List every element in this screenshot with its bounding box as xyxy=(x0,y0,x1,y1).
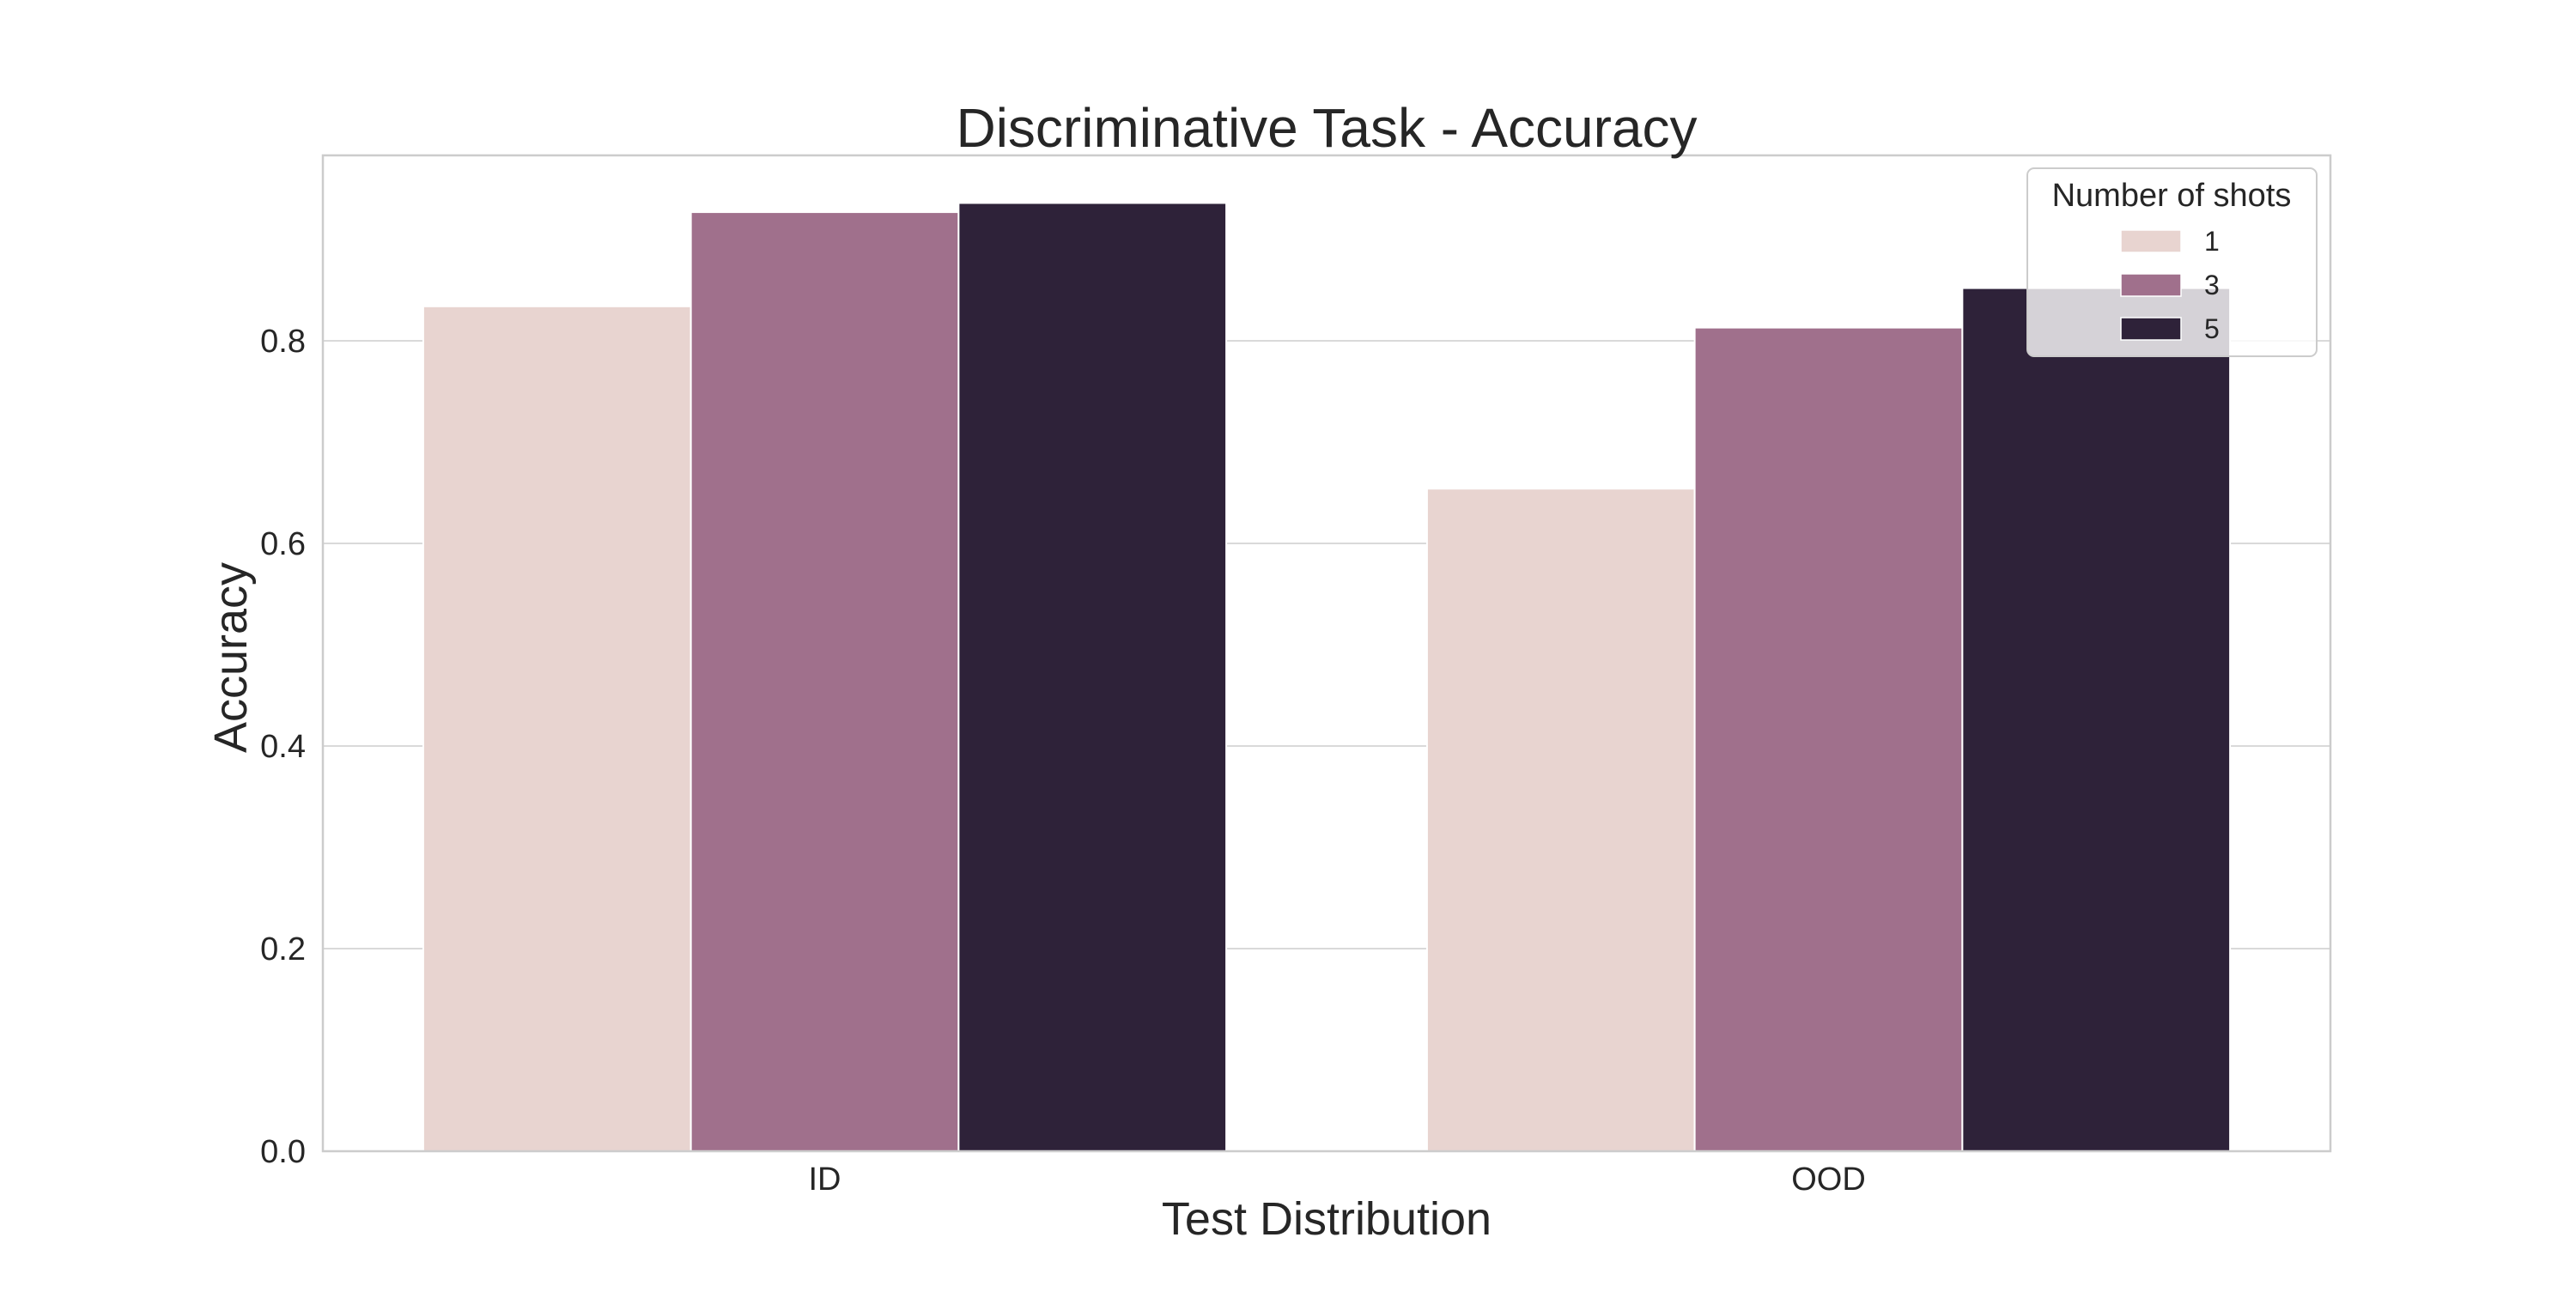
bar-ood-shots-5 xyxy=(1961,287,2232,1152)
plot-frame xyxy=(321,154,2332,1153)
bar-id-shots-1 xyxy=(422,305,692,1152)
legend: Number of shots 1 3 5 xyxy=(2026,167,2318,357)
y-axis-label: Accuracy xyxy=(205,562,257,753)
bars xyxy=(422,202,2232,1153)
legend-swatch-5 xyxy=(2120,317,2182,341)
y-tick-label: 0.6 xyxy=(260,526,306,562)
legend-label-1: 1 xyxy=(2204,226,2220,257)
y-tick-label: 0.8 xyxy=(260,324,306,360)
y-tick-labels: 0.0 0.2 0.4 0.6 0.8 xyxy=(260,324,306,1170)
legend-swatch-1 xyxy=(2120,229,2182,253)
legend-swatch-3 xyxy=(2120,273,2182,297)
y-tick-label: 0.4 xyxy=(260,729,306,765)
x-tick-label: ID xyxy=(809,1162,841,1198)
bar-ood-shots-1 xyxy=(1425,488,1696,1152)
legend-box xyxy=(2026,167,2318,357)
bar-id-shots-3 xyxy=(690,211,960,1153)
bar-id-shots-5 xyxy=(957,202,1228,1152)
x-tick-labels: ID OOD xyxy=(809,1162,1866,1198)
x-axis-label: Test Distribution xyxy=(1162,1193,1492,1245)
chart-title: Discriminative Task - Accuracy xyxy=(956,97,1697,159)
legend-entries: 1 3 5 xyxy=(2120,226,2220,344)
y-tick-label: 0.0 xyxy=(260,1134,306,1170)
x-tick-label: OOD xyxy=(1791,1162,1866,1198)
legend-label-3: 3 xyxy=(2204,270,2220,300)
y-tick-label: 0.2 xyxy=(260,931,306,967)
legend-label-5: 5 xyxy=(2204,313,2220,344)
bar-ood-shots-3 xyxy=(1693,326,1964,1153)
legend-title: Number of shots xyxy=(2052,178,2292,214)
